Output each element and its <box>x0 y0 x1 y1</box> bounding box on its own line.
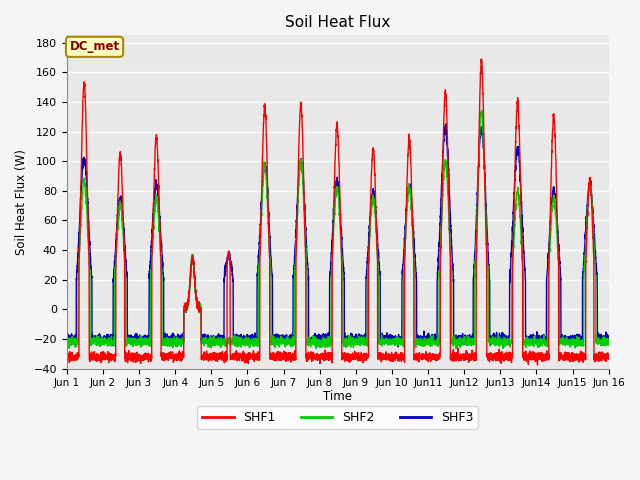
SHF2 <box>605 338 612 344</box>
Title: Soil Heat Flux: Soil Heat Flux <box>285 15 390 30</box>
SHF3 <box>605 336 612 342</box>
SHF2 <box>490 339 498 345</box>
SHF1 <box>429 351 437 357</box>
SHF2 <box>604 342 612 348</box>
SHF1 <box>477 56 485 62</box>
SHF1 <box>459 352 467 358</box>
X-axis label: Time: Time <box>323 390 352 403</box>
SHF1 <box>317 354 325 360</box>
Legend: SHF1, SHF2, SHF3: SHF1, SHF2, SHF3 <box>197 406 478 429</box>
SHF3 <box>429 332 437 338</box>
SHF3 <box>317 336 325 342</box>
SHF3 <box>604 339 612 345</box>
SHF3 <box>460 336 467 341</box>
SHF1 <box>604 354 612 360</box>
SHF2 <box>478 108 486 113</box>
SHF2 <box>63 337 70 343</box>
SHF3 <box>442 121 450 127</box>
SHF1 <box>534 362 541 368</box>
Line: SHF1: SHF1 <box>67 59 609 365</box>
Line: SHF3: SHF3 <box>67 124 609 347</box>
SHF2 <box>429 337 437 343</box>
Line: SHF2: SHF2 <box>67 110 609 349</box>
SHF1 <box>63 350 70 356</box>
SHF2 <box>453 346 461 352</box>
SHF2 <box>160 343 168 348</box>
SHF1 <box>160 354 168 360</box>
Text: DC_met: DC_met <box>70 40 120 53</box>
SHF1 <box>490 353 498 359</box>
SHF1 <box>605 354 612 360</box>
SHF3 <box>63 338 70 344</box>
SHF3 <box>160 335 168 341</box>
Y-axis label: Soil Heat Flux (W): Soil Heat Flux (W) <box>15 149 28 255</box>
SHF2 <box>460 336 467 341</box>
SHF2 <box>317 338 325 344</box>
SHF3 <box>490 333 498 339</box>
SHF3 <box>394 344 402 350</box>
